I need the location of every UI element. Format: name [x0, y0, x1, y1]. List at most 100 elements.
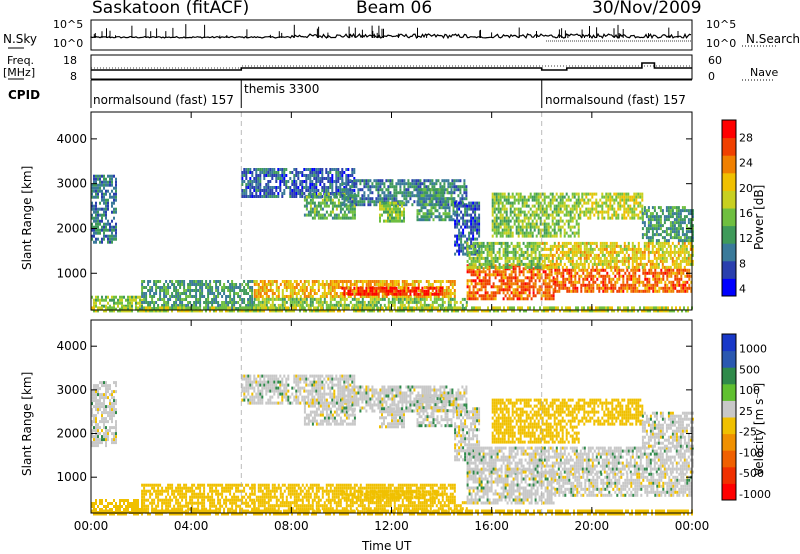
echo-cell [499, 225, 502, 229]
echo-cell [267, 300, 270, 304]
echo-cell [522, 256, 525, 260]
echo-cell [455, 179, 458, 183]
echo-cell [361, 283, 364, 286]
echo-cell [682, 283, 685, 287]
echo-cell [621, 250, 624, 254]
echo-cell [335, 192, 338, 195]
echo-cell [514, 250, 517, 254]
echo-cell [653, 250, 656, 254]
echo-cell [363, 179, 366, 183]
echo-cell [187, 289, 190, 292]
echo-cell [279, 183, 282, 186]
echo-cell [541, 204, 544, 208]
echo-cell [470, 244, 473, 248]
echo-cell [211, 301, 214, 304]
echo-cell [492, 291, 495, 295]
echo-cell [552, 282, 555, 286]
echo-cell [662, 277, 665, 281]
echo-cell [409, 292, 412, 296]
echo-cell [561, 192, 564, 196]
echo-cell [381, 191, 384, 195]
echo-cell [644, 286, 647, 290]
echo-cell [488, 282, 491, 286]
echo-cell [505, 207, 508, 211]
echo-cell [281, 295, 284, 298]
echo-cell [93, 225, 95, 229]
echo-cell [575, 259, 578, 263]
echo-cell [237, 292, 240, 295]
echo-cell [325, 303, 328, 307]
echo-cell [251, 301, 254, 304]
echo-cell [285, 174, 288, 177]
echo-cell [543, 262, 546, 266]
echo-cell [295, 168, 298, 171]
echo-cell [115, 307, 117, 311]
echo-cell [155, 289, 158, 292]
echo-cell [428, 218, 431, 222]
echo-cell [572, 274, 575, 278]
echo-cell [620, 286, 623, 290]
echo-cell [431, 292, 434, 296]
echo-cell [315, 292, 318, 295]
echo-cell [229, 298, 232, 301]
echo-cell [546, 297, 549, 301]
echo-cell [379, 280, 382, 283]
echo-cell [529, 195, 532, 199]
echo-cell [518, 262, 521, 266]
echo-cell [93, 207, 95, 211]
echo-cell [502, 247, 505, 251]
echo-cell [281, 297, 284, 301]
echo-cell [147, 304, 150, 307]
echo-cell [517, 216, 520, 220]
echo-cell [506, 259, 509, 263]
echo-cell [635, 265, 638, 269]
echo-cell [474, 243, 477, 247]
echo-cell [515, 216, 518, 220]
echo-cell [351, 168, 354, 171]
echo-cell [575, 253, 578, 257]
echo-cell [403, 201, 405, 205]
echo-cell [632, 268, 635, 272]
echo-cell [509, 228, 512, 232]
echo-cell [337, 216, 340, 220]
echo-cell [329, 177, 332, 180]
echo-cell [91, 192, 93, 196]
echo-cell [538, 270, 541, 274]
echo-cell [331, 177, 334, 180]
echo-cell [193, 304, 196, 307]
echo-cell [605, 250, 608, 254]
echo-cell [502, 288, 505, 292]
echo-cell [303, 300, 306, 304]
echo-cell [313, 204, 316, 208]
echo-cell [429, 182, 432, 186]
echo-cell [339, 177, 342, 180]
echo-cell [577, 192, 580, 196]
echo-cell [683, 241, 686, 245]
echo-cell [430, 215, 433, 219]
echo-cell [609, 241, 612, 245]
echo-cell [669, 253, 672, 257]
echo-cell [519, 219, 522, 223]
echo-cell [277, 171, 280, 174]
echo-cell [365, 185, 368, 189]
echo-cell [409, 300, 412, 304]
echo-cell [321, 280, 324, 283]
echo-cell [528, 285, 531, 289]
echo-cell [676, 274, 679, 278]
echo-cell [283, 283, 286, 286]
echo-cell [377, 179, 380, 183]
echo-cell [615, 262, 618, 266]
echo-cell [271, 171, 274, 174]
echo-cell [393, 300, 396, 304]
echo-cell [549, 201, 552, 205]
echo-cell [97, 207, 99, 211]
echo-cell [241, 171, 244, 174]
echo-cell [111, 228, 113, 232]
echo-cell [157, 286, 160, 289]
echo-cell [569, 228, 572, 232]
echo-cell [395, 185, 398, 189]
echo-cell [524, 265, 527, 269]
echo-cell [639, 247, 642, 251]
echo-cell [515, 219, 518, 223]
echo-cell [669, 250, 672, 254]
